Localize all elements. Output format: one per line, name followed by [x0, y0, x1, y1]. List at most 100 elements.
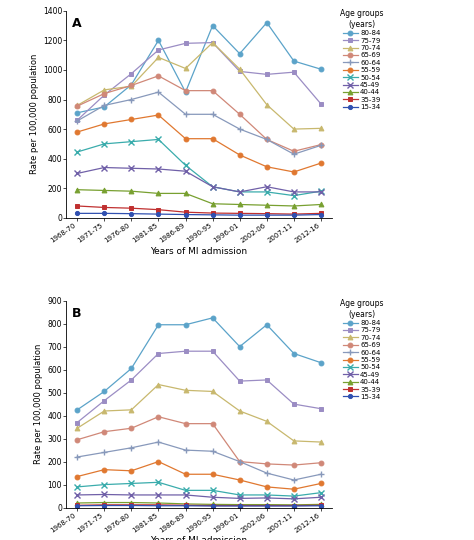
60-64 — [155, 89, 161, 96]
75-79 — [237, 378, 243, 384]
75-79 — [318, 406, 324, 412]
75-79 — [101, 92, 107, 98]
Y-axis label: Rate per 100,000 population: Rate per 100,000 population — [35, 344, 44, 464]
80-84 — [155, 321, 161, 328]
80-84 — [128, 365, 134, 372]
35-39 — [264, 211, 270, 217]
60-64 — [101, 449, 107, 456]
70-74 — [182, 387, 188, 394]
50-54 — [74, 148, 80, 155]
35-39 — [318, 210, 324, 217]
65-69 — [210, 421, 216, 427]
75-79 — [210, 348, 216, 354]
75-79 — [210, 39, 216, 46]
40-44 — [74, 186, 80, 193]
80-84 — [318, 360, 324, 366]
65-69 — [291, 462, 297, 468]
Line: 50-54: 50-54 — [74, 136, 324, 199]
60-64 — [237, 126, 243, 132]
40-44 — [155, 500, 161, 506]
35-39 — [237, 210, 243, 217]
Line: 35-39: 35-39 — [75, 502, 323, 508]
15-34 — [128, 502, 134, 509]
45-49 — [264, 495, 270, 501]
Line: 65-69: 65-69 — [75, 414, 323, 468]
15-34 — [210, 212, 216, 218]
80-84 — [264, 19, 270, 26]
55-59 — [182, 136, 188, 142]
70-74 — [74, 102, 80, 109]
40-44 — [210, 200, 216, 207]
80-84 — [155, 37, 161, 44]
15-34 — [318, 211, 324, 218]
75-79 — [128, 70, 134, 77]
75-79 — [182, 40, 188, 46]
50-54 — [155, 136, 161, 143]
70-74 — [210, 39, 216, 46]
50-54 — [318, 489, 324, 496]
40-44 — [182, 501, 188, 507]
75-79 — [291, 401, 297, 407]
80-84 — [210, 315, 216, 321]
Line: 60-64: 60-64 — [74, 438, 324, 483]
45-49 — [318, 188, 324, 195]
65-69 — [182, 87, 188, 94]
70-74 — [74, 425, 80, 431]
50-54 — [155, 479, 161, 485]
60-64 — [210, 448, 216, 455]
60-64 — [74, 454, 80, 460]
Line: 60-64: 60-64 — [74, 89, 324, 158]
50-54 — [128, 138, 134, 145]
75-79 — [264, 377, 270, 383]
55-59 — [101, 120, 107, 127]
80-84 — [101, 388, 107, 395]
50-54 — [182, 162, 188, 168]
45-49 — [264, 184, 270, 190]
70-74 — [291, 126, 297, 132]
75-79 — [101, 397, 107, 404]
40-44 — [291, 502, 297, 508]
60-64 — [74, 118, 80, 124]
45-49 — [128, 165, 134, 172]
40-44 — [291, 202, 297, 209]
80-84 — [74, 110, 80, 116]
60-64 — [182, 111, 188, 118]
75-79 — [155, 47, 161, 53]
55-59 — [182, 471, 188, 477]
75-79 — [128, 377, 134, 383]
45-49 — [237, 188, 243, 195]
40-44 — [74, 500, 80, 506]
55-59 — [128, 116, 134, 123]
70-74 — [128, 407, 134, 413]
45-49 — [182, 168, 188, 174]
Text: A: A — [72, 17, 82, 30]
40-44 — [155, 190, 161, 197]
80-84 — [182, 321, 188, 328]
45-49 — [155, 492, 161, 498]
40-44 — [237, 201, 243, 208]
15-34 — [182, 211, 188, 218]
Y-axis label: Rate per 100,000 population: Rate per 100,000 population — [30, 54, 39, 174]
65-69 — [155, 414, 161, 420]
60-64 — [318, 471, 324, 477]
Line: 45-49: 45-49 — [74, 164, 324, 195]
75-79 — [74, 419, 80, 426]
X-axis label: Years of MI admission: Years of MI admission — [151, 247, 247, 255]
15-34 — [74, 503, 80, 509]
35-39 — [264, 502, 270, 509]
40-44 — [128, 500, 134, 506]
80-84 — [128, 82, 134, 88]
35-39 — [182, 209, 188, 215]
15-34 — [128, 211, 134, 217]
55-59 — [237, 477, 243, 483]
60-64 — [291, 477, 297, 483]
70-74 — [237, 408, 243, 414]
55-59 — [210, 471, 216, 477]
55-59 — [237, 152, 243, 158]
75-79 — [237, 68, 243, 75]
40-44 — [128, 188, 134, 194]
55-59 — [155, 112, 161, 118]
Line: 35-39: 35-39 — [75, 204, 323, 217]
50-54 — [101, 481, 107, 488]
40-44 — [210, 501, 216, 508]
